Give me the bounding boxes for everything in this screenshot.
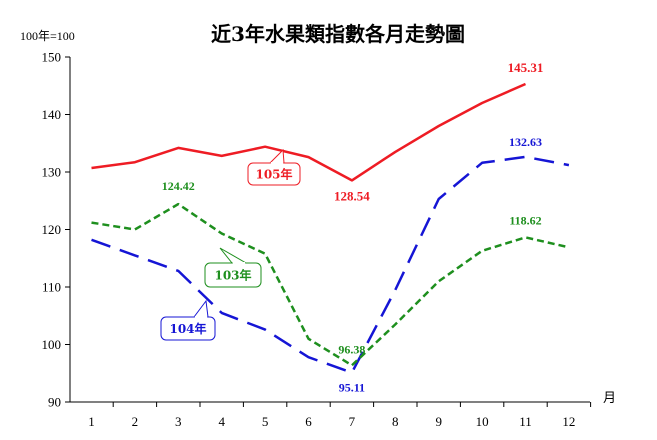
series-callout: 103年 (204, 247, 262, 288)
x-tick-label: 8 (392, 414, 399, 429)
data-label: 95.11 (339, 381, 365, 395)
x-tick-label: 9 (435, 414, 442, 429)
callout-pointer (268, 148, 285, 164)
series-callout: 105年 (247, 148, 301, 186)
y-tick-label: 140 (42, 107, 62, 122)
x-tick-label: 11 (519, 414, 532, 429)
y-tick-label: 110 (42, 280, 61, 295)
unit-label: 100年=100 (20, 29, 75, 43)
x-tick-label: 1 (88, 414, 95, 429)
x-tick-label: 10 (476, 414, 489, 429)
callout-pointer (219, 247, 248, 264)
series-line (91, 155, 570, 374)
x-tick-label: 7 (349, 414, 356, 429)
callout-pointer (193, 299, 209, 318)
series-name-label: 104年 (169, 321, 206, 336)
series-name-label: 103年 (214, 268, 251, 283)
data-label: 132.63 (509, 135, 542, 149)
series-callout: 104年 (160, 299, 216, 341)
x-tick-label: 2 (132, 414, 139, 429)
series-layer (91, 82, 570, 374)
data-label: 96.38 (338, 342, 365, 356)
x-tick-label: 6 (305, 414, 312, 429)
x-axis-label: 月 (603, 390, 616, 405)
series-line (91, 202, 570, 367)
x-tick-label: 3 (175, 414, 182, 429)
data-label: 124.42 (162, 179, 195, 193)
y-tick-label: 90 (48, 395, 61, 410)
data-label: 128.54 (334, 188, 370, 203)
labels-layer: 128.54 145.31 95.11 132.63 124.42 96.38 118.62… (160, 60, 544, 395)
series-name-label: 105年 (255, 167, 292, 182)
x-tick-label: 12 (562, 414, 575, 429)
y-tick-label: 150 (42, 50, 62, 65)
y-tick-label: 100 (42, 337, 62, 352)
y-tick-label: 130 (42, 165, 62, 180)
callout-box (160, 316, 216, 341)
y-tick-label: 120 (42, 222, 62, 237)
x-tick-label: 5 (262, 414, 269, 429)
x-tick-label: 4 (218, 414, 225, 429)
data-label: 145.31 (508, 60, 544, 75)
chart-title: 近3年水果類指數各月走勢圖 (211, 22, 465, 46)
series-line (91, 82, 527, 182)
data-label: 118.62 (509, 213, 541, 227)
